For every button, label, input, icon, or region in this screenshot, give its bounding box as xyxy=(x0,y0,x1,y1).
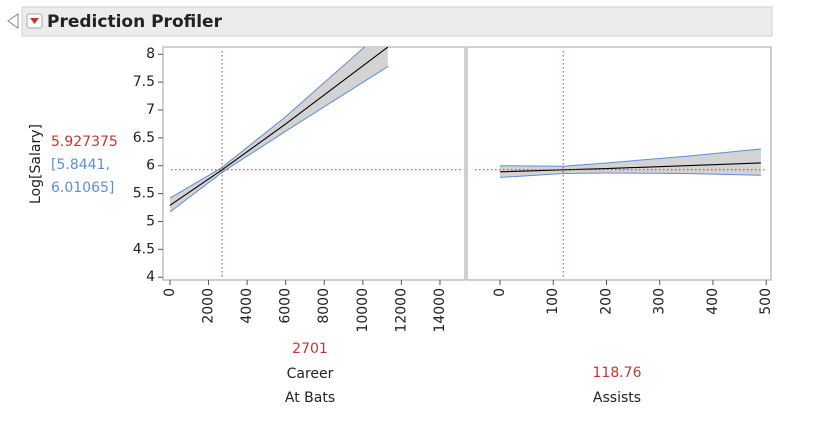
menu-icon xyxy=(30,18,39,24)
x-axis-label: Career xyxy=(287,366,334,382)
x-tick-label: 0 xyxy=(492,288,508,297)
x-tick-label: 300 xyxy=(652,288,668,315)
x-axis-label: At Bats xyxy=(285,390,335,406)
title: Prediction Profiler xyxy=(47,12,223,32)
ci-label: [5.8441, xyxy=(51,157,110,173)
x-tick-label: 12000 xyxy=(393,288,409,333)
y-tick-label: 6 xyxy=(146,158,155,174)
x-axis-label: Assists xyxy=(593,390,641,406)
lower-bound xyxy=(499,172,761,178)
upper-bound xyxy=(169,47,366,199)
y-tick-label: 5.5 xyxy=(133,186,155,202)
plot-frame xyxy=(162,46,466,281)
y-tick-label: 4.5 xyxy=(133,241,155,257)
upper-bound xyxy=(500,148,761,167)
x-tick-label: 4000 xyxy=(239,288,255,324)
x-tick-label: 0 xyxy=(162,288,178,297)
lower-bound xyxy=(169,66,389,213)
y-tick-label: 7.5 xyxy=(133,74,155,90)
y-tick-label: 6.5 xyxy=(133,130,155,146)
x-tick-label: 10000 xyxy=(355,288,371,333)
y-tick-label: 4 xyxy=(146,269,155,285)
x-tick-label: 2000 xyxy=(201,288,217,324)
x-tick-label: 8000 xyxy=(316,288,332,324)
y-tick-label: 5 xyxy=(146,213,155,229)
y-tick-label: 7 xyxy=(146,102,155,118)
x-tick-label: 100 xyxy=(545,288,561,315)
fit-line xyxy=(169,47,389,206)
confidence-band xyxy=(500,149,761,178)
fit-line xyxy=(499,162,761,173)
current-x-value: 118.76 xyxy=(593,365,642,381)
plot-area xyxy=(169,47,389,213)
y-tick-label: 8 xyxy=(146,46,155,62)
current-x-value: 2701 xyxy=(292,341,328,357)
prediction-value: 5.927375 xyxy=(51,134,118,150)
x-tick-label: 200 xyxy=(598,288,614,315)
x-tick-label: 500 xyxy=(758,288,774,315)
plot-area xyxy=(499,148,761,178)
collapse-icon[interactable] xyxy=(7,13,19,29)
ci-label: 6.01065] xyxy=(51,180,114,196)
x-tick-label: 6000 xyxy=(278,288,294,324)
x-tick-label: 14000 xyxy=(432,288,448,333)
y-axis-label: Log[Salary] xyxy=(28,124,44,204)
x-tick-label: 400 xyxy=(705,288,721,315)
title-bar xyxy=(21,6,773,37)
